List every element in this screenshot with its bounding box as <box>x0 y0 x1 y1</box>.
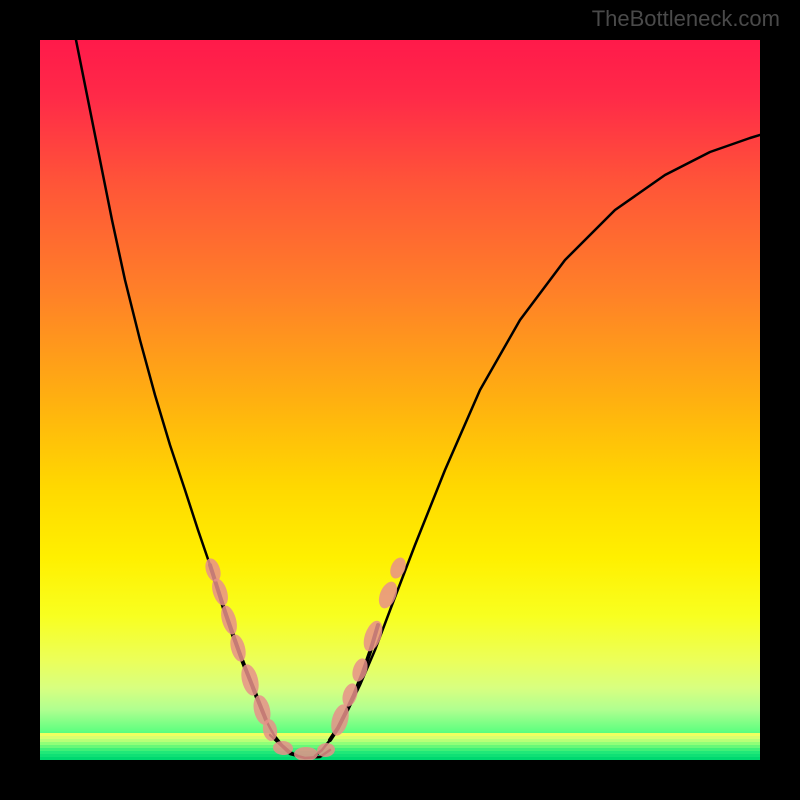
curve-marker <box>203 556 224 583</box>
chart-container: TheBottleneck.com <box>0 0 800 800</box>
curve-marker <box>238 663 261 698</box>
curve-marker <box>316 742 336 758</box>
curve-marker <box>228 633 249 664</box>
curve-marker <box>218 604 240 637</box>
curve-marker <box>294 747 318 760</box>
curve-layer <box>40 40 760 760</box>
curve-marker <box>209 577 231 608</box>
curve-marker <box>360 618 386 654</box>
plot-area <box>40 40 760 760</box>
watermark-text: TheBottleneck.com <box>592 6 780 32</box>
